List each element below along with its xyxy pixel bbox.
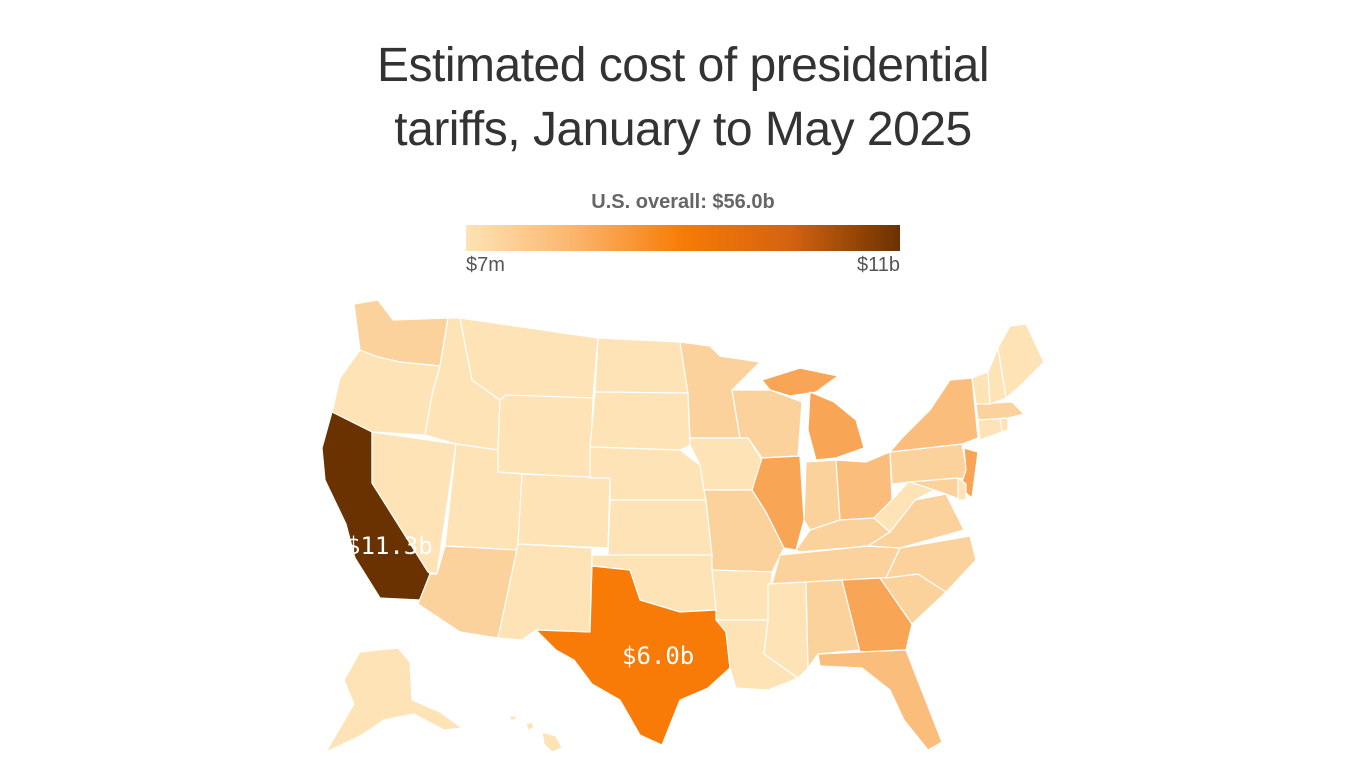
- state-ND: [594, 337, 689, 394]
- state-FL: [817, 649, 943, 751]
- title-line-1: Estimated cost of presidential: [377, 39, 989, 92]
- state-MA: [975, 401, 1025, 421]
- state-IN: [803, 459, 841, 531]
- title-line-2: tariffs, January to May 2025: [394, 103, 972, 156]
- state-AL: [805, 579, 861, 669]
- state-AK: [325, 647, 463, 753]
- state-HI: [509, 715, 563, 753]
- legend-gradient-bar: [466, 225, 900, 251]
- state-GA: [841, 577, 913, 653]
- chart-title: Estimated cost of presidential tariffs, …: [0, 34, 1366, 162]
- state-RI: [999, 417, 1009, 433]
- legend-max-label: $11b: [856, 254, 900, 276]
- state-SD: [589, 391, 691, 451]
- state-NV: [371, 431, 457, 575]
- state-CO: [517, 473, 611, 549]
- state-MI: [761, 367, 865, 461]
- state-CT: [977, 417, 1003, 441]
- california-value-label: $11.3b: [346, 532, 433, 560]
- state-IL: [751, 455, 805, 551]
- state-KS: [607, 499, 713, 556]
- state-NY: [889, 377, 979, 453]
- state-TX: [535, 565, 731, 746]
- state-MD: [909, 477, 963, 501]
- state-WY: [497, 394, 594, 479]
- state-AR: [711, 569, 773, 621]
- state-DE: [957, 477, 967, 501]
- legend-title: U.S. overall: $56.0b: [591, 191, 775, 213]
- state-VT: [971, 371, 991, 405]
- texas-value-label: $6.0b: [622, 642, 694, 670]
- legend-min-label: $7m: [466, 254, 505, 276]
- state-ME: [997, 323, 1045, 399]
